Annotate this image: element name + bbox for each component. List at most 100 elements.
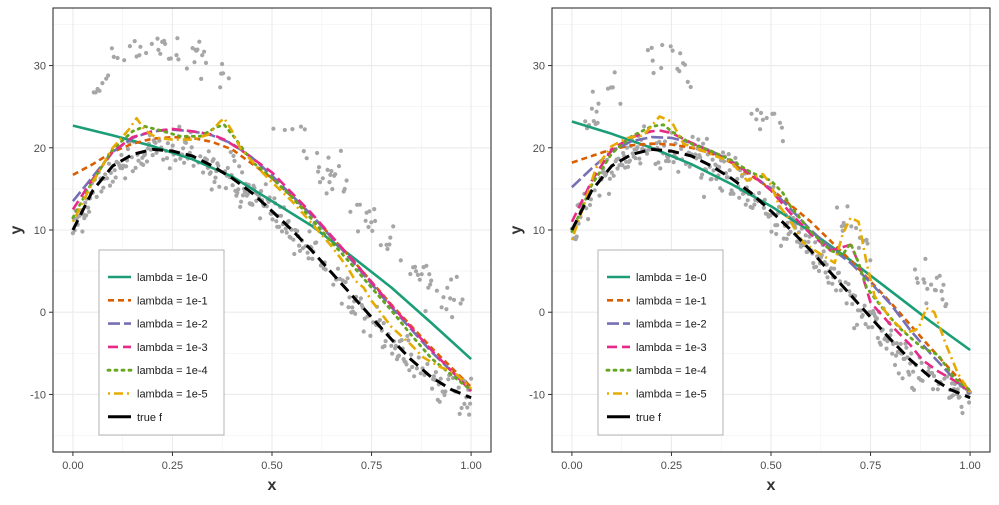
data-point <box>84 213 89 218</box>
data-point <box>749 111 754 116</box>
data-point <box>367 209 372 214</box>
data-point <box>700 172 705 177</box>
data-point <box>438 376 443 381</box>
data-point <box>109 46 114 51</box>
data-point <box>132 39 137 44</box>
data-point <box>592 188 597 193</box>
data-point <box>385 246 390 252</box>
data-point <box>627 158 633 163</box>
data-point <box>123 176 128 181</box>
data-point <box>610 85 615 90</box>
data-point <box>298 124 304 129</box>
data-point <box>336 164 342 169</box>
data-point <box>638 161 643 166</box>
data-point <box>136 158 141 163</box>
data-point <box>451 297 457 302</box>
data-point <box>154 150 159 155</box>
data-point <box>760 117 766 122</box>
data-point <box>937 273 942 278</box>
data-point <box>125 147 131 152</box>
data-point <box>693 152 698 157</box>
data-point <box>868 258 873 263</box>
data-point <box>141 162 146 167</box>
data-point <box>127 44 132 49</box>
data-point <box>106 161 112 166</box>
data-point <box>418 371 423 376</box>
data-point <box>282 127 287 133</box>
data-point <box>286 219 291 224</box>
data-point <box>165 141 170 146</box>
data-point <box>302 127 307 132</box>
data-point <box>733 155 738 161</box>
data-point <box>138 44 143 49</box>
data-point <box>960 410 965 416</box>
data-point <box>412 264 418 269</box>
data-point <box>331 282 336 287</box>
data-point <box>892 362 898 368</box>
data-points <box>70 36 474 417</box>
data-point <box>909 351 914 356</box>
data-point <box>866 325 871 330</box>
legend-label: true f <box>636 412 662 424</box>
data-point <box>587 202 593 208</box>
data-point <box>898 341 903 346</box>
data-point <box>99 189 104 194</box>
data-point <box>407 368 412 373</box>
data-point <box>410 364 415 370</box>
data-point <box>694 156 699 161</box>
data-point <box>850 301 855 307</box>
data-point <box>900 376 905 381</box>
data-point <box>845 204 850 209</box>
data-point <box>811 261 816 266</box>
data-point <box>209 187 214 192</box>
series-line-6 <box>71 116 473 390</box>
data-point <box>637 156 642 161</box>
data-point <box>339 301 344 306</box>
data-point <box>754 117 759 122</box>
y-tick-label: 0 <box>539 307 545 319</box>
data-point <box>317 180 323 185</box>
data-point <box>894 341 900 346</box>
x-tick-label: 1.00 <box>460 460 481 472</box>
data-point <box>823 270 828 275</box>
data-point <box>459 405 464 411</box>
data-point <box>606 191 612 196</box>
data-point <box>198 154 203 159</box>
data-point <box>97 88 102 93</box>
data-point <box>849 224 854 229</box>
data-point <box>324 191 329 196</box>
data-point <box>462 401 467 406</box>
data-point <box>755 107 760 112</box>
data-point <box>318 263 323 268</box>
data-point <box>445 285 450 290</box>
data-point <box>325 167 330 172</box>
y-axis-title: y <box>508 225 525 234</box>
data-point <box>711 168 716 173</box>
data-point <box>433 370 438 375</box>
series-line-7 <box>570 147 971 400</box>
data-point <box>813 240 818 245</box>
data-point <box>228 150 233 155</box>
data-point <box>87 209 92 214</box>
data-point <box>328 172 333 177</box>
data-point <box>942 376 947 381</box>
data-point <box>378 243 383 248</box>
data-point <box>889 328 894 333</box>
data-point <box>382 344 387 349</box>
data-point <box>878 342 883 347</box>
data-point <box>468 401 473 406</box>
legend-label: lambda = 1e-3 <box>636 342 707 354</box>
data-point <box>427 272 432 277</box>
data-point <box>107 183 113 188</box>
data-point <box>870 325 875 330</box>
data-point <box>329 169 334 174</box>
data-point <box>101 185 106 190</box>
data-point <box>279 229 285 234</box>
legend-item: lambda = 1e-0 <box>607 272 707 284</box>
data-point <box>346 305 351 310</box>
data-point <box>921 277 926 282</box>
data-point <box>112 168 117 173</box>
data-point <box>344 178 349 183</box>
data-point <box>814 264 819 269</box>
